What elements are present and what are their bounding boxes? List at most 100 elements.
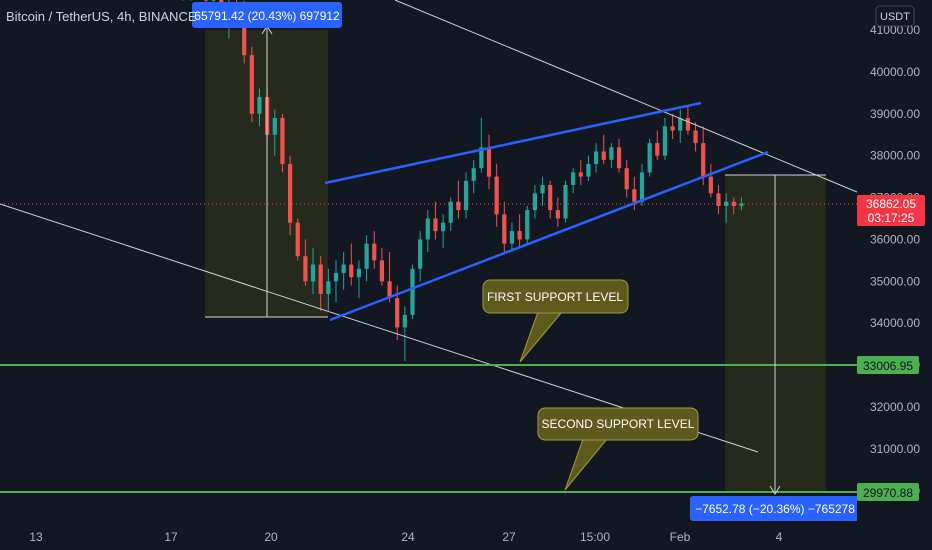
candle-body <box>425 218 430 240</box>
candle-body <box>601 151 606 160</box>
candle-body <box>624 168 629 190</box>
symbol-title[interactable]: Bitcoin / TetherUS, 4h, BINANCE <box>6 9 197 24</box>
candle-body <box>731 201 736 206</box>
candle-body <box>379 260 384 282</box>
candle-body <box>295 222 300 257</box>
candle-body <box>693 130 698 144</box>
candle-body <box>716 193 721 206</box>
candle-body <box>303 256 308 282</box>
candle-body <box>548 184 553 211</box>
candle-body <box>402 314 407 328</box>
candle-body <box>708 176 713 194</box>
time-tick-label: Feb <box>670 530 691 544</box>
time-tick-label: 24 <box>401 530 415 544</box>
candle-body <box>418 239 423 269</box>
first-support-price-value: 33006.95 <box>863 359 913 373</box>
candle-body <box>410 268 415 315</box>
candle-body <box>525 210 530 240</box>
second-support-price-tag <box>857 483 919 501</box>
candle-body <box>441 222 446 232</box>
candle-body <box>632 189 637 202</box>
price-tick-label: 35000.00 <box>870 274 920 288</box>
candle-body <box>310 264 316 282</box>
candle-body <box>356 268 362 278</box>
currency-button-label: USDT <box>880 11 910 23</box>
measure-top-label: 65791.42 (20.43%) 697912 <box>194 9 340 23</box>
second-support-callout-text: SECOND SUPPORT LEVEL <box>542 417 695 431</box>
time-tick-label: 15:00 <box>580 530 610 544</box>
candle-body <box>685 117 690 131</box>
candles-layer <box>182 0 744 361</box>
candle-body <box>670 126 675 131</box>
candle-body <box>594 151 599 165</box>
candle-body <box>242 17 247 56</box>
countdown-value: 03:17:25 <box>868 211 915 225</box>
current-price-value: 36862.05 <box>866 197 916 211</box>
current-price-tag <box>857 195 925 226</box>
candle-body <box>364 243 369 269</box>
candle-body <box>578 172 583 177</box>
candle-body <box>616 147 622 169</box>
candle-body <box>701 143 706 177</box>
candle-body <box>563 184 568 219</box>
measure-bottom-label: −7652.78 (−20.36%) −765278 <box>695 502 855 516</box>
price-axis[interactable] <box>857 0 932 524</box>
candle-body <box>555 210 560 219</box>
candle-body <box>486 147 492 177</box>
time-tick-label: 13 <box>29 530 43 544</box>
price-axis-ticks: 30000.0031000.0032000.0033000.0034000.00… <box>870 23 920 498</box>
time-tick-label: 20 <box>264 530 278 544</box>
candle-body <box>272 117 277 135</box>
candle-body <box>571 172 576 185</box>
channel-upper-line <box>324 101 702 185</box>
second-support-callout[interactable] <box>537 407 699 441</box>
candle-body <box>288 164 293 223</box>
first-support-callout-text: FIRST SUPPORT LEVEL <box>487 290 623 304</box>
candle-body <box>333 272 339 282</box>
candle-body <box>257 97 262 114</box>
candle-body <box>517 231 522 240</box>
candle-body <box>532 193 537 211</box>
candle-body <box>372 243 377 261</box>
channel-lower-line <box>329 150 769 322</box>
candle-body <box>724 201 729 206</box>
candle-body <box>463 180 469 211</box>
first-support-callout-pointer <box>519 311 564 363</box>
time-tick-label: 27 <box>502 530 516 544</box>
candle-body <box>509 231 515 244</box>
time-tick-label: 17 <box>164 530 178 544</box>
time-axis[interactable] <box>0 524 857 550</box>
candle-body <box>739 203 744 206</box>
time-tick-label: 4 <box>776 530 783 544</box>
price-tick-label: 31000.00 <box>870 442 920 456</box>
second-support-callout-pointer <box>564 438 609 491</box>
candle-body <box>471 168 476 181</box>
candle-body <box>326 281 331 294</box>
candle-body <box>647 143 652 173</box>
candle-body <box>448 201 453 223</box>
candle-body <box>639 172 645 202</box>
candle-body <box>318 264 323 294</box>
measure-bottom-label-box <box>690 496 860 521</box>
price-tick-label: 40000.00 <box>870 65 920 79</box>
candle-body <box>456 201 461 211</box>
price-tick-label: 32000.00 <box>870 400 920 414</box>
second-support-price-value: 29970.88 <box>863 486 913 500</box>
candle-body <box>433 218 438 232</box>
time-axis-ticks: 13 17 20 24 27 15:00 Feb 4 <box>29 530 782 544</box>
candle-body <box>678 117 683 131</box>
currency-button[interactable] <box>875 5 915 27</box>
price-tick-label: 36000.00 <box>870 232 920 246</box>
candle-body <box>395 298 400 328</box>
candle-body <box>249 55 254 114</box>
candle-body <box>341 264 346 273</box>
candle-body <box>280 117 285 165</box>
price-tick-label: 38000.00 <box>870 149 920 163</box>
first-support-price-tag <box>857 356 919 374</box>
candle-body <box>540 184 545 194</box>
candle-body <box>502 214 507 244</box>
first-support-callout[interactable] <box>482 279 629 314</box>
upper-trend-line <box>394 0 858 193</box>
measure-top-label-box <box>192 2 342 28</box>
